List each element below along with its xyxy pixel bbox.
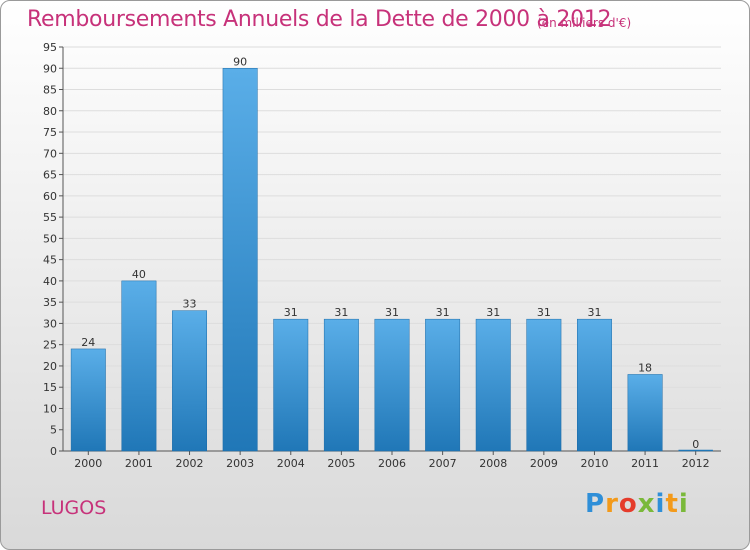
bar-value-label: 24 (81, 336, 95, 349)
x-tick-label: 2003 (226, 457, 254, 470)
x-tick-label: 2011 (631, 457, 659, 470)
bar-value-label: 31 (436, 306, 450, 319)
y-tick-label: 60 (43, 190, 57, 203)
y-tick-label: 85 (43, 84, 57, 97)
bar-value-label: 40 (132, 268, 146, 281)
y-tick-label: 25 (43, 339, 57, 352)
x-tick-label: 2001 (125, 457, 153, 470)
x-tick-label: 2004 (277, 457, 305, 470)
x-tick-label: 2002 (176, 457, 204, 470)
y-tick-label: 20 (43, 360, 57, 373)
logo-letter: t (665, 489, 679, 519)
y-tick-label: 80 (43, 105, 57, 118)
bar (172, 310, 207, 452)
bar-value-label: 31 (385, 306, 399, 319)
bar-value-label: 31 (284, 306, 298, 319)
bar (323, 318, 359, 452)
bar-value-label: 31 (486, 306, 500, 319)
bar (627, 374, 663, 452)
bar (222, 68, 258, 452)
y-tick-label: 10 (43, 402, 57, 415)
logo-letter: i (678, 489, 689, 519)
y-tick-label: 35 (43, 296, 57, 309)
bar-value-label: 33 (183, 298, 197, 311)
y-tick-label: 30 (43, 317, 57, 330)
x-tick-label: 2012 (682, 457, 710, 470)
y-tick-label: 5 (50, 424, 57, 437)
bar (577, 318, 612, 452)
y-tick-label: 65 (43, 169, 57, 182)
x-tick-label: 2006 (378, 457, 406, 470)
bar-value-label: 31 (334, 306, 348, 319)
bar (374, 318, 410, 452)
x-tick-label: 2000 (74, 457, 102, 470)
bar (273, 318, 309, 452)
x-tick-label: 2009 (530, 457, 558, 470)
logo-letter: r (605, 489, 619, 519)
y-tick-label: 70 (43, 147, 57, 160)
y-tick-label: 45 (43, 254, 57, 267)
y-tick-label: 90 (43, 62, 57, 75)
proxiti-logo[interactable]: Proxiti (585, 489, 689, 519)
chart-title: Remboursements Annuels de la Dette de 20… (27, 7, 612, 32)
x-tick-label: 2008 (479, 457, 507, 470)
bar-value-label: 18 (638, 361, 652, 374)
logo-letter: x (637, 489, 656, 519)
y-tick-label: 0 (50, 445, 57, 458)
bar (121, 280, 157, 452)
logo-letter: P (585, 489, 606, 519)
bar-value-label: 0 (692, 438, 699, 451)
y-tick-label: 95 (43, 41, 57, 54)
x-tick-label: 2005 (327, 457, 355, 470)
bar (425, 318, 461, 452)
bar (526, 318, 562, 452)
town-name: LUGOS (41, 497, 107, 519)
y-tick-label: 15 (43, 381, 57, 394)
bar (70, 348, 106, 452)
y-tick-label: 50 (43, 232, 57, 245)
bar-value-label: 90 (233, 55, 247, 68)
logo-letter: i (655, 489, 666, 519)
logo-letter: o (618, 489, 638, 519)
x-tick-label: 2007 (429, 457, 457, 470)
y-tick-label: 75 (43, 126, 57, 139)
bar-value-label: 31 (537, 306, 551, 319)
labels: 0 5 10 15 20 25 30 35 40 45 50 55 60 65 70 75 80 85 90 95 24… (43, 41, 710, 470)
bar (475, 318, 511, 452)
bar-value-label: 31 (587, 306, 601, 319)
y-tick-label: 40 (43, 275, 57, 288)
x-tick-label: 2010 (580, 457, 608, 470)
y-tick-label: 55 (43, 211, 57, 224)
bars (70, 68, 713, 452)
chart-subtitle: (en milliers d'€) (537, 16, 632, 30)
